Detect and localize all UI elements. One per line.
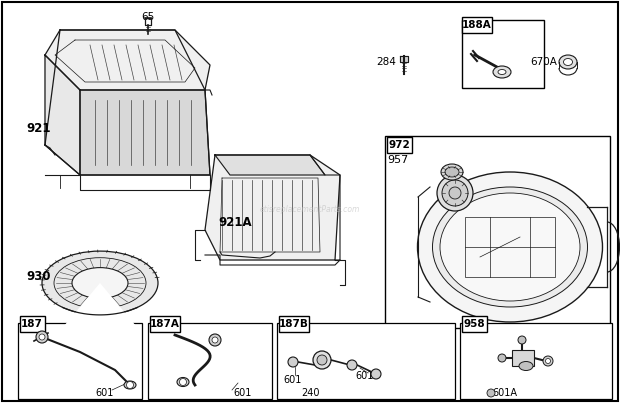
- Bar: [512, 350, 534, 366]
- Text: 187A: 187A: [150, 319, 180, 329]
- Bar: [462, 17, 492, 33]
- Ellipse shape: [417, 172, 603, 322]
- Circle shape: [39, 334, 45, 340]
- Polygon shape: [45, 30, 210, 90]
- Text: 188A: 188A: [462, 20, 492, 30]
- Text: 284: 284: [376, 57, 396, 67]
- Polygon shape: [80, 90, 210, 175]
- Circle shape: [313, 351, 331, 369]
- Ellipse shape: [177, 378, 189, 386]
- Circle shape: [209, 334, 221, 346]
- Bar: [279, 316, 309, 332]
- Ellipse shape: [498, 69, 506, 75]
- Circle shape: [126, 382, 133, 388]
- Ellipse shape: [124, 381, 136, 389]
- Bar: [465, 217, 555, 277]
- Ellipse shape: [445, 167, 459, 177]
- Text: 930: 930: [26, 270, 50, 283]
- Circle shape: [317, 355, 327, 365]
- Text: 670A: 670A: [530, 57, 557, 67]
- Text: 601A: 601A: [492, 388, 517, 398]
- Circle shape: [347, 360, 357, 370]
- Bar: [148, 323, 272, 399]
- Polygon shape: [400, 56, 408, 62]
- Polygon shape: [205, 155, 340, 260]
- Text: 958: 958: [463, 319, 485, 329]
- Circle shape: [442, 180, 468, 206]
- Bar: [385, 136, 610, 328]
- Polygon shape: [45, 55, 80, 175]
- Circle shape: [288, 357, 298, 367]
- Wedge shape: [61, 283, 138, 343]
- Circle shape: [36, 331, 48, 343]
- Bar: [462, 20, 544, 88]
- Ellipse shape: [493, 66, 511, 78]
- Circle shape: [212, 337, 218, 343]
- Circle shape: [546, 359, 551, 364]
- Bar: [460, 323, 612, 399]
- Bar: [150, 316, 180, 332]
- Text: 187B: 187B: [279, 319, 309, 329]
- Ellipse shape: [72, 268, 128, 298]
- Text: 601: 601: [96, 388, 114, 398]
- Text: 957: 957: [387, 155, 408, 165]
- Circle shape: [543, 356, 553, 366]
- Text: 972: 972: [388, 140, 410, 150]
- Circle shape: [437, 175, 473, 211]
- Ellipse shape: [564, 58, 572, 66]
- Text: 601: 601: [356, 371, 374, 381]
- Text: 921: 921: [26, 121, 50, 135]
- Bar: [462, 316, 487, 332]
- Text: etisreplacementParts.com: etisreplacementParts.com: [260, 206, 360, 214]
- Text: 187: 187: [21, 319, 43, 329]
- Bar: [387, 137, 412, 153]
- Polygon shape: [215, 155, 325, 175]
- Circle shape: [449, 187, 461, 199]
- Text: 601: 601: [234, 388, 252, 398]
- Text: 240: 240: [301, 388, 319, 398]
- Ellipse shape: [559, 55, 577, 69]
- Ellipse shape: [440, 193, 580, 301]
- Ellipse shape: [519, 361, 533, 370]
- Bar: [20, 316, 45, 332]
- Text: 65: 65: [141, 12, 154, 22]
- Ellipse shape: [433, 187, 588, 307]
- Text: 601: 601: [284, 375, 302, 385]
- Bar: [277, 323, 455, 399]
- Circle shape: [518, 336, 526, 344]
- Circle shape: [487, 389, 495, 397]
- Text: 921A: 921A: [218, 216, 252, 229]
- Circle shape: [180, 378, 187, 386]
- Ellipse shape: [441, 164, 463, 180]
- Circle shape: [371, 369, 381, 379]
- Bar: [18, 323, 142, 399]
- Circle shape: [498, 354, 506, 362]
- Ellipse shape: [42, 251, 158, 315]
